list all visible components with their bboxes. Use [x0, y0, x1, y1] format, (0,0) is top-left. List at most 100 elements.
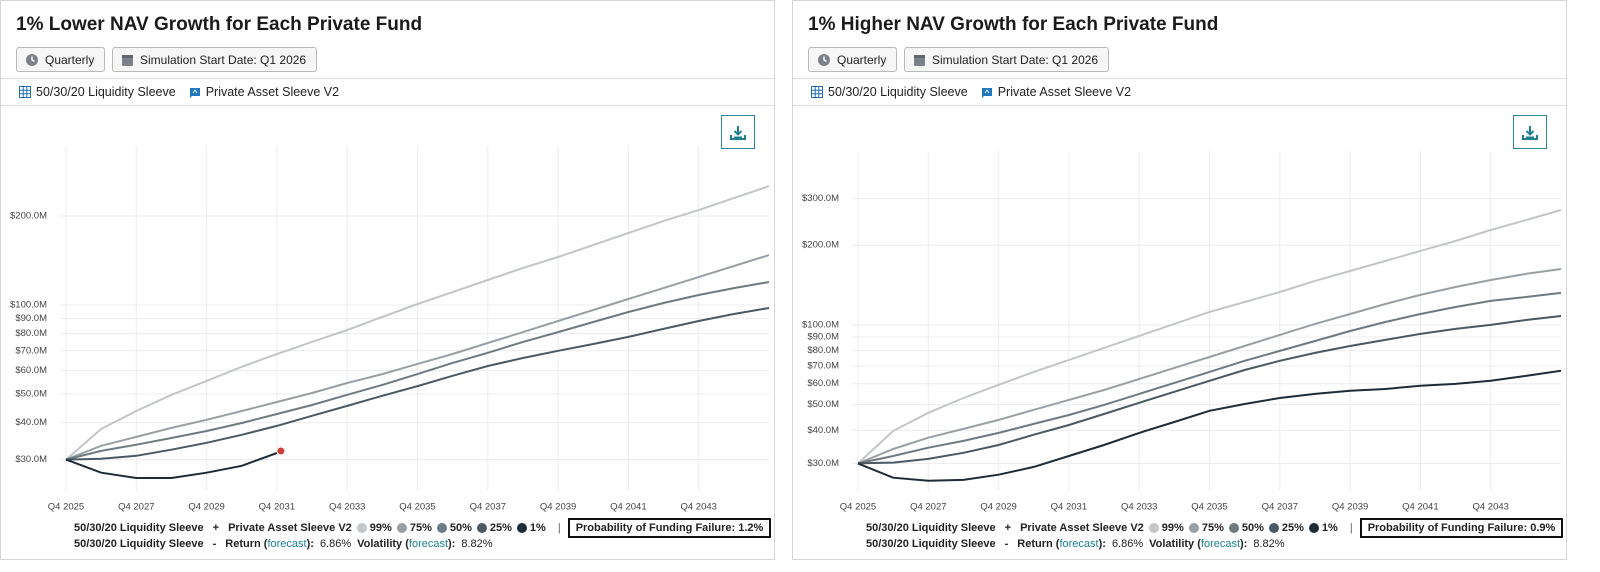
tag-row: 50/30/20 Liquidity Sleeve Private Asset S…	[19, 85, 339, 99]
legend-text: Private Asset Sleeve V2	[228, 522, 352, 534]
stats-text: -	[212, 538, 217, 550]
toolbar-button[interactable]: Simulation Start Date: Q1 2026	[112, 47, 318, 72]
stats-text: Return (	[225, 538, 268, 550]
x-tick-label: Q4 2035	[1191, 502, 1227, 513]
legend-divider: |	[1349, 522, 1353, 534]
x-tick-label: Q4 2031	[259, 502, 295, 513]
clock-icon	[26, 53, 38, 66]
legend-swatch	[1268, 523, 1279, 533]
x-tick-label: Q4 2025	[840, 502, 876, 513]
y-tick-label: $70.0M	[15, 345, 47, 356]
chart-title: 1% Higher NAV Growth for Each Private Fu…	[808, 14, 1219, 35]
chart-title: 1% Lower NAV Growth for Each Private Fun…	[16, 14, 423, 35]
series-line	[65, 185, 770, 461]
x-tick-label: Q4 2025	[48, 502, 84, 513]
legend-label: 75%	[1201, 522, 1224, 534]
y-tick-label: $100.0M	[10, 300, 47, 311]
legend-swatch	[1148, 523, 1159, 533]
probability-box: Probability of Funding Failure: 0.9%	[1359, 518, 1564, 538]
stats-text: -	[1004, 538, 1009, 550]
stats-text: ):	[448, 538, 456, 550]
x-tick-label: Q4 2041	[1402, 502, 1438, 513]
legend-label: 50%	[1241, 522, 1264, 534]
stats-text: Volatility (	[357, 538, 409, 550]
legend-swatch	[476, 523, 487, 533]
button-label: Simulation Start Date: Q1 2026	[932, 52, 1099, 67]
failure-marker	[277, 447, 285, 455]
stats-value: 6.86%	[319, 538, 352, 550]
y-tick-label: $50.0M	[15, 389, 47, 400]
y-tick-label: $30.0M	[15, 454, 47, 465]
legend-swatch	[396, 523, 407, 533]
x-tick-label: Q4 2027	[118, 502, 154, 513]
y-tick-label: $40.0M	[15, 417, 47, 428]
button-label: Quarterly	[45, 52, 95, 67]
y-tick-label: $30.0M	[807, 458, 839, 469]
y-tick-label: $90.0M	[15, 313, 47, 324]
legend-text: 50/30/20 Liquidity Sleeve	[74, 522, 204, 534]
tag-label: Private Asset Sleeve V2	[997, 85, 1132, 99]
stats-row: 50/30/20 Liquidity Sleeve - Return (foreca…	[74, 538, 493, 550]
stats-text: Volatility (	[1149, 538, 1201, 550]
download-button[interactable]	[721, 115, 755, 149]
y-tick-label: $90.0M	[807, 332, 839, 343]
x-tick-label: Q4 2043	[1472, 502, 1508, 513]
forecast-link[interactable]: forecast	[1059, 538, 1099, 550]
legend-text: +	[212, 522, 220, 534]
toolbar-button[interactable]: Quarterly	[808, 47, 898, 72]
divider	[1, 105, 774, 106]
x-tick-label: Q4 2043	[680, 502, 716, 513]
divider	[1, 78, 774, 79]
tag-label: 50/30/20 Liquidity Sleeve	[36, 85, 176, 99]
tag-label: 50/30/20 Liquidity Sleeve	[828, 85, 968, 99]
y-tick-label: $40.0M	[807, 425, 839, 436]
legend-swatch	[1228, 523, 1239, 533]
x-tick-label: Q4 2037	[470, 502, 506, 513]
legend-label: 25%	[1281, 522, 1304, 534]
x-tick-label: Q4 2027	[910, 502, 946, 513]
toolbar-button[interactable]: Quarterly	[16, 47, 106, 72]
stats-text: ):	[1098, 538, 1106, 550]
stats-row: 50/30/20 Liquidity Sleeve - Return (foreca…	[866, 538, 1285, 550]
calendar-icon	[914, 54, 925, 66]
x-tick-label: Q4 2037	[1262, 502, 1298, 513]
y-tick-label: $80.0M	[15, 328, 47, 339]
x-tick-label: Q4 2035	[399, 502, 435, 513]
series-line	[857, 315, 1562, 465]
button-label: Simulation Start Date: Q1 2026	[140, 52, 307, 67]
legend-label: 1%	[1321, 522, 1338, 534]
legend-swatch	[356, 523, 367, 533]
calendar-icon	[122, 54, 133, 66]
legend-text: 50/30/20 Liquidity Sleeve	[866, 522, 996, 534]
legend-label: 25%	[489, 522, 512, 534]
legend-swatch	[436, 523, 447, 533]
series-line	[65, 254, 770, 461]
forecast-link[interactable]: forecast	[267, 538, 307, 550]
series-line	[857, 369, 1562, 482]
clock-icon	[818, 53, 830, 66]
probability-box: Probability of Funding Failure: 1.2%	[567, 518, 772, 538]
tag-label: Private Asset Sleeve V2	[205, 85, 340, 99]
toolbar-button[interactable]: Simulation Start Date: Q1 2026	[904, 47, 1110, 72]
series-line	[857, 209, 1562, 465]
legend-label: 1%	[529, 522, 546, 534]
y-tick-label: $80.0M	[807, 345, 839, 356]
tag-row: 50/30/20 Liquidity Sleeve Private Asset S…	[811, 85, 1131, 99]
forecast-link[interactable]: forecast	[408, 538, 449, 550]
legend-label: 50%	[449, 522, 472, 534]
legend-divider: |	[557, 522, 561, 534]
x-tick-label: Q4 2031	[1051, 502, 1087, 513]
x-tick-label: Q4 2029	[188, 502, 224, 513]
panel: Q4 2025 Q4 2027 Q4 2029 Q4 2031 Q4 2033 Q4 20…	[792, 0, 1567, 560]
download-button[interactable]	[1513, 115, 1547, 149]
x-tick-label: Q4 2033	[329, 502, 365, 513]
x-tick-label: Q4 2039	[540, 502, 576, 513]
legend: 50/30/20 Liquidity Sleeve + Private Asset …	[74, 518, 772, 538]
stats-text: 50/30/20 Liquidity Sleeve	[74, 538, 204, 550]
x-tick-label: Q4 2029	[980, 502, 1016, 513]
y-tick-label: $200.0M	[10, 210, 47, 221]
series-line	[65, 281, 770, 461]
legend-text: Private Asset Sleeve V2	[1020, 522, 1144, 534]
forecast-link[interactable]: forecast	[1200, 538, 1241, 550]
